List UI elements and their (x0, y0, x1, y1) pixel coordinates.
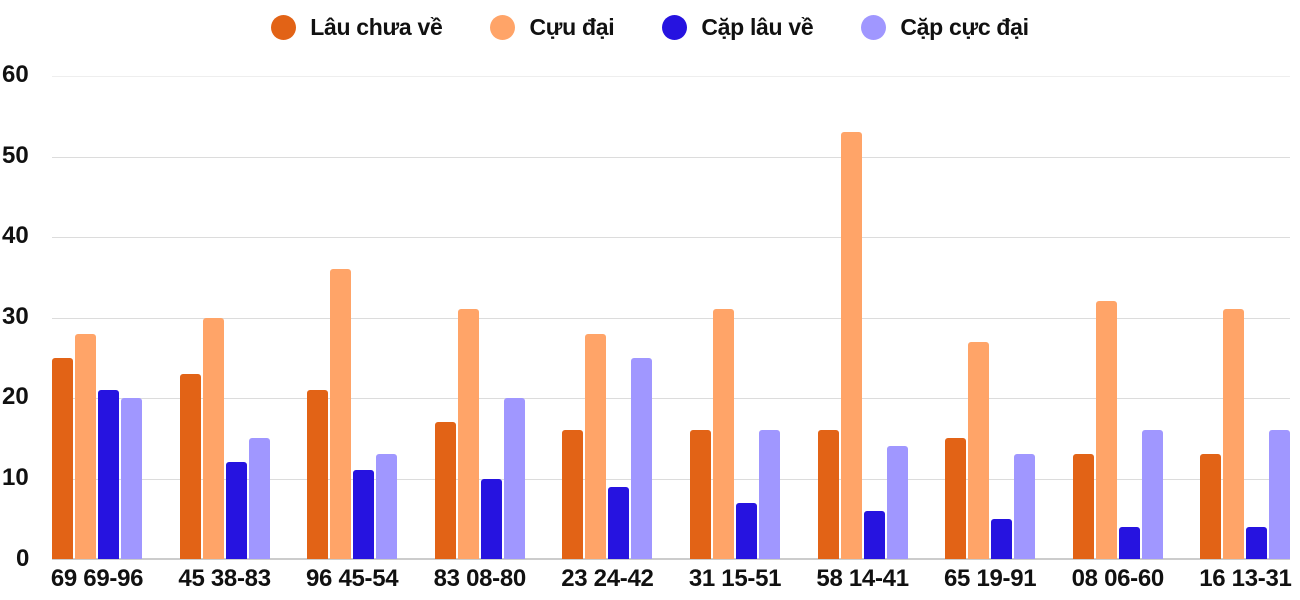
bar[interactable] (457, 309, 479, 559)
bar-group (434, 76, 525, 559)
legend-item-lau-chua-ve[interactable]: Lâu chưa về (271, 13, 443, 41)
y-tick-label: 20 (2, 383, 29, 410)
legend-label: Lâu chưa về (310, 13, 443, 40)
x-tick-label: 65 19-91 (944, 565, 1037, 592)
plot-area (52, 76, 1291, 560)
gridline (52, 76, 1290, 77)
legend-label: Cặp lâu về (701, 13, 814, 40)
gridline (52, 237, 1290, 238)
bar[interactable] (179, 373, 201, 559)
bar[interactable] (248, 438, 270, 559)
bar[interactable] (1141, 430, 1163, 559)
bar-group (690, 76, 780, 559)
bar-group (179, 76, 270, 559)
gridline (52, 157, 1290, 158)
gridline (52, 318, 1290, 319)
bar[interactable] (945, 438, 967, 559)
bar[interactable] (736, 502, 757, 559)
legend-label: Cựu đại (529, 13, 615, 40)
bar[interactable] (1072, 454, 1094, 559)
bar[interactable] (690, 430, 711, 559)
bar[interactable] (503, 398, 525, 559)
legend-swatch-icon (271, 14, 297, 40)
x-tick-label: 69 69-96 (50, 565, 144, 592)
bar-group (562, 76, 653, 559)
bar[interactable] (1246, 526, 1268, 559)
legend-item-cap-cuc-dai[interactable]: Cặp cực đại (861, 13, 1029, 41)
y-tick-label: 0 (16, 545, 30, 572)
x-tick-label: 58 14-41 (816, 565, 909, 592)
bar[interactable] (52, 357, 73, 559)
x-tick-label: 31 15-51 (688, 565, 782, 592)
bar-group (52, 76, 142, 559)
bar[interactable] (225, 462, 247, 559)
y-tick-label: 10 (2, 464, 29, 491)
bar[interactable] (713, 309, 734, 559)
bar[interactable] (1269, 430, 1291, 559)
y-tick-label: 40 (2, 222, 29, 249)
x-axis: 69 69-96 45 38-83 96 45-54 83 08-80 23 24-42… (0, 565, 1300, 599)
bar[interactable] (75, 333, 96, 559)
bar[interactable] (1118, 526, 1140, 559)
legend-item-cap-lau-ve[interactable]: Cặp lâu về (662, 13, 814, 41)
bar-group (945, 76, 1036, 559)
gridline (52, 398, 1290, 399)
bar[interactable] (840, 132, 862, 559)
bar[interactable] (353, 470, 375, 559)
bar[interactable] (817, 430, 839, 559)
bar[interactable] (863, 510, 885, 559)
bar[interactable] (585, 333, 607, 559)
y-tick-label: 30 (2, 303, 29, 330)
legend-swatch-icon (490, 14, 516, 40)
bar[interactable] (1014, 454, 1036, 559)
bar[interactable] (98, 389, 119, 559)
legend-item-cuu-dai[interactable]: Cựu đại (490, 13, 615, 41)
bar[interactable] (376, 454, 398, 559)
bar[interactable] (1223, 309, 1245, 559)
bar[interactable] (886, 446, 908, 559)
bar-group (817, 76, 908, 559)
bar-group (307, 76, 398, 559)
bar[interactable] (1200, 454, 1222, 559)
legend-label: Cặp cực đại (900, 13, 1029, 40)
bar[interactable] (434, 422, 456, 559)
bar[interactable] (121, 398, 142, 559)
gridline (52, 479, 1290, 480)
x-tick-label: 45 38-83 (178, 565, 271, 592)
bar[interactable] (991, 518, 1013, 559)
bar-group (1072, 76, 1163, 559)
bar[interactable] (759, 430, 780, 559)
x-axis-baseline (52, 558, 1290, 560)
y-tick-label: 60 (2, 61, 29, 88)
bar[interactable] (968, 341, 990, 559)
bar[interactable] (307, 389, 329, 559)
bar[interactable] (562, 430, 584, 559)
bar-group (1200, 76, 1291, 559)
bar[interactable] (330, 269, 352, 559)
chart-legend: Lâu chưa về Cựu đại Cặp lâu về Cặp cực đ… (0, 10, 1300, 44)
bar[interactable] (202, 317, 224, 559)
bar[interactable] (631, 357, 653, 559)
y-tick-label: 50 (2, 142, 29, 169)
legend-swatch-icon (861, 14, 887, 40)
x-tick-label: 83 08-80 (433, 565, 527, 592)
bar[interactable] (1095, 301, 1117, 559)
x-tick-label: 23 24-42 (561, 565, 654, 592)
bar[interactable] (480, 478, 502, 559)
bar[interactable] (608, 486, 630, 559)
x-tick-label: 96 45-54 (306, 565, 399, 592)
legend-swatch-icon (662, 14, 688, 40)
x-tick-label: 16 13-31 (1199, 565, 1292, 592)
x-tick-label: 08 06-60 (1071, 565, 1165, 592)
